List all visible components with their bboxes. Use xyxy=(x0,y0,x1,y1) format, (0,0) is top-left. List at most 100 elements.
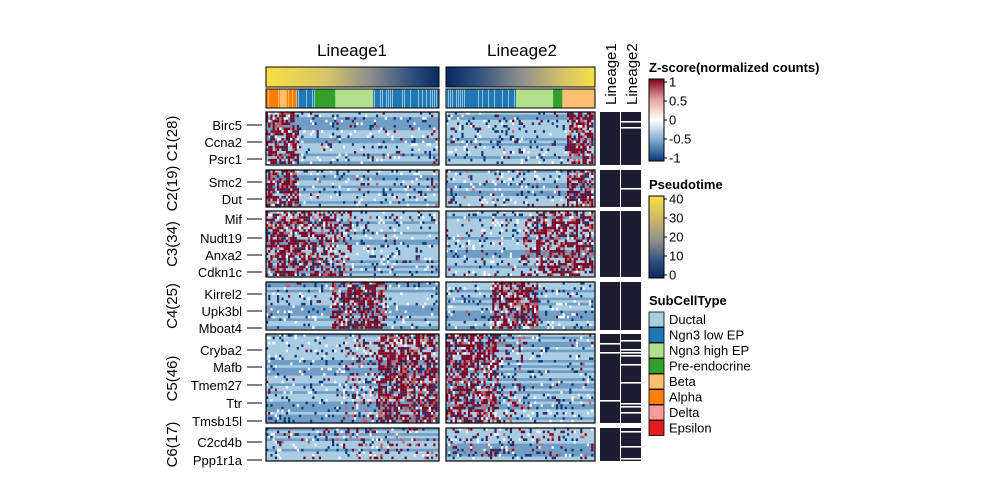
gene-label: Tmsb15l xyxy=(192,414,242,429)
legend-swatch xyxy=(648,358,665,374)
heatmap-panel xyxy=(265,281,440,331)
gene-label: Ttr xyxy=(226,396,243,411)
legend-swatch xyxy=(648,420,665,436)
legend-tick-label: 0 xyxy=(669,268,676,283)
gene-label: C2cd4b xyxy=(197,435,242,450)
legend-swatch xyxy=(648,404,665,421)
membership-block xyxy=(621,282,641,330)
heatmap-panel xyxy=(265,333,440,424)
zscore-legend-title: Z-score(normalized counts) xyxy=(649,60,819,75)
legend-item-label: Epsilon xyxy=(669,421,712,436)
pseudotime-legend-title: Pseudotime xyxy=(649,177,723,192)
legend-tick-label: 40 xyxy=(669,192,683,207)
lineage1-celltype-bar xyxy=(265,88,440,109)
membership-block xyxy=(600,282,620,330)
gene-label: Birc5 xyxy=(212,118,242,133)
heatmap-panel xyxy=(445,210,596,278)
legend-item-label: Delta xyxy=(669,405,700,420)
legend-item-label: Pre-endocrine xyxy=(669,359,751,374)
heatmap-body xyxy=(265,111,596,462)
lineage-membership-columns xyxy=(600,112,641,461)
membership-block xyxy=(600,112,620,165)
gene-label: Upk3bl xyxy=(202,304,243,319)
legend-item-label: Ductal xyxy=(669,312,706,327)
gene-label: Psrc1 xyxy=(209,152,242,167)
heatmap-panel xyxy=(265,427,440,462)
lineage2-celltype-bar xyxy=(445,88,596,109)
gene-label: Anxa2 xyxy=(205,248,242,263)
gene-label: Mif xyxy=(225,212,243,227)
celltype-segment xyxy=(446,89,517,108)
gene-label: Cdkn1c xyxy=(198,265,243,280)
cluster-label: C3(34) xyxy=(164,221,181,267)
membership-block xyxy=(621,112,641,165)
heatmap-panel xyxy=(265,169,440,208)
cluster-label: C1(28) xyxy=(164,116,181,162)
membership-block xyxy=(621,211,641,277)
zscore-colorbar xyxy=(648,78,665,162)
legend-swatch xyxy=(648,389,665,405)
legend-tick-label: -1 xyxy=(669,151,681,166)
heatmap-panel xyxy=(445,333,596,424)
celltype-segment xyxy=(314,89,336,108)
gene-label: Mboat4 xyxy=(199,321,242,336)
pseudotime-ticks: 40 30 20 10 0 xyxy=(664,192,683,283)
heatmap-panel xyxy=(445,111,596,166)
legend-item-label: Alpha xyxy=(669,390,703,405)
membership-block xyxy=(600,334,620,423)
gene-label: Cryba2 xyxy=(200,343,242,358)
subcelltype-legend-title: SubCellType xyxy=(649,293,727,308)
celltype-segment xyxy=(562,89,595,108)
heatmap-panel xyxy=(265,111,440,166)
legend-swatch xyxy=(648,373,665,390)
side-column-title-lineage2: Lineage2 xyxy=(624,43,641,105)
heatmap-panel xyxy=(445,169,596,208)
celltype-segment xyxy=(516,89,554,108)
side-column-title-lineage1: Lineage1 xyxy=(603,43,620,105)
lineage2-pseudotime-bar xyxy=(445,66,596,88)
legend-swatch xyxy=(648,342,665,359)
legend-tick-label: 0 xyxy=(669,113,676,128)
gene-label: Ccna2 xyxy=(204,135,242,150)
cluster-label: C6(17) xyxy=(164,422,181,468)
celltype-segment xyxy=(279,89,287,108)
lineage1-pseudotime-bar xyxy=(265,66,440,88)
lineage2-title: Lineage2 xyxy=(487,41,557,60)
gene-label: Nudt19 xyxy=(200,231,242,246)
legend-item-label: Ngn3 low EP xyxy=(669,328,744,343)
heatmap-panel xyxy=(445,427,596,462)
gene-label: Smc2 xyxy=(209,175,242,190)
cluster-label: C4(25) xyxy=(164,283,181,329)
legend-tick-label: 0.5 xyxy=(669,94,687,109)
gene-label: Ppp1r1a xyxy=(193,453,243,468)
pseudotime-colorbar xyxy=(648,195,665,279)
membership-block xyxy=(600,428,620,461)
legend-swatch xyxy=(648,327,665,343)
row-labels: Birc5 Ccna2 Psrc1 C1(28) Smc2 Dut C2(19) Mif Nud… xyxy=(164,116,262,468)
legend-swatch xyxy=(648,311,665,328)
celltype-segment xyxy=(373,89,439,108)
gene-label: Mafb xyxy=(213,360,242,375)
membership-block xyxy=(600,211,620,277)
legend-item-label: Ngn3 high EP xyxy=(669,343,749,358)
celltype-segment xyxy=(553,89,563,108)
cluster-label: C2(19) xyxy=(164,166,181,212)
zscore-ticks: 1 0.5 0 -0.5 -1 xyxy=(664,75,691,166)
gene-label: Tmem27 xyxy=(191,378,242,393)
membership-block xyxy=(600,170,620,207)
membership-block xyxy=(621,334,641,423)
heatmap-panel xyxy=(265,210,440,278)
celltype-segment xyxy=(335,89,374,108)
gene-label: Dut xyxy=(222,192,243,207)
heatmap-panel xyxy=(445,281,596,331)
gene-label: Kirrel2 xyxy=(204,287,242,302)
legend-tick-label: 1 xyxy=(669,75,676,90)
lineage1-title: Lineage1 xyxy=(317,41,387,60)
legend-tick-label: 30 xyxy=(669,211,683,226)
cluster-label: C5(46) xyxy=(164,356,181,402)
legend-tick-label: 20 xyxy=(669,230,683,245)
legend-item-label: Beta xyxy=(669,374,697,389)
legend-tick-label: -0.5 xyxy=(669,132,691,147)
